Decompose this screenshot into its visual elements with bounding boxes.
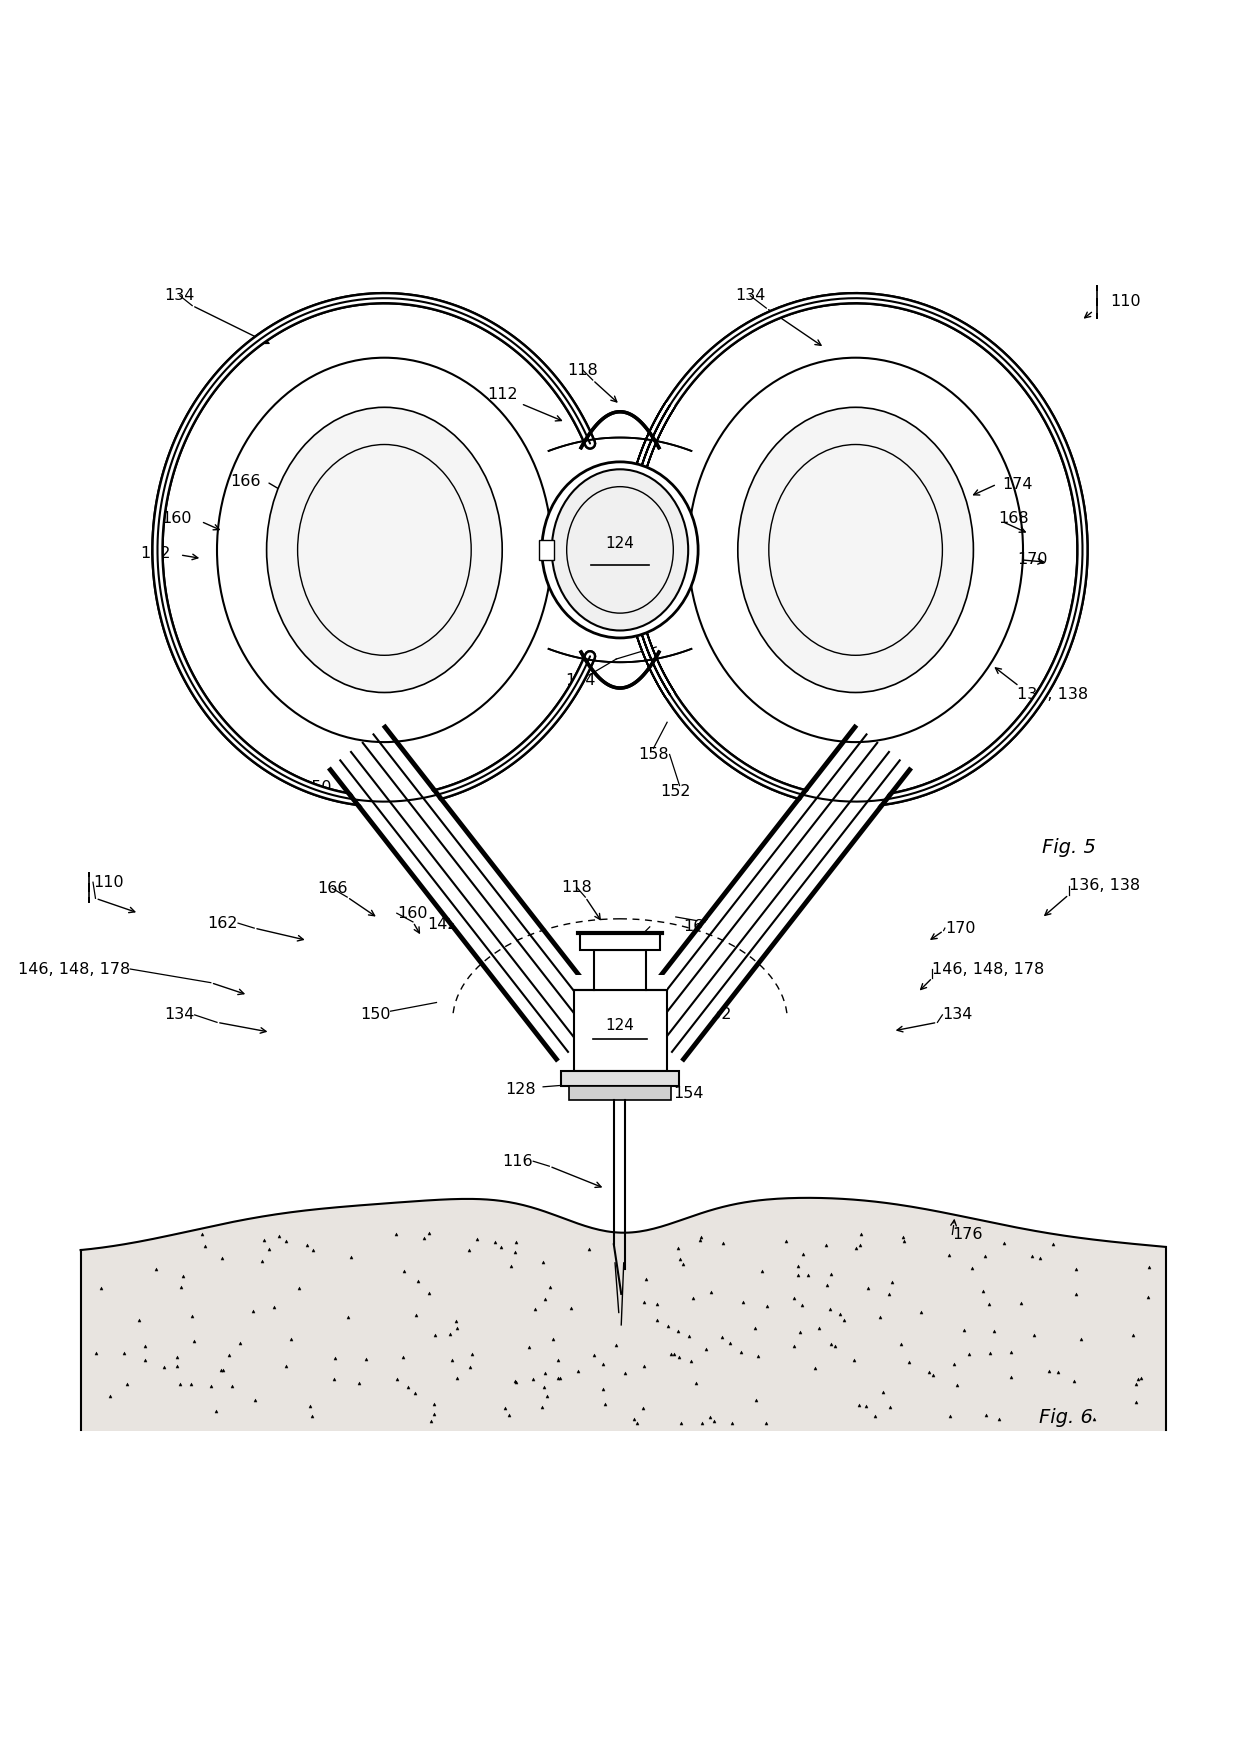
Text: Fig. 5: Fig. 5 [1042, 838, 1095, 857]
Text: 128: 128 [505, 1082, 536, 1096]
Polygon shape [573, 975, 594, 991]
Text: 134: 134 [165, 288, 195, 304]
Text: 152: 152 [702, 1007, 732, 1023]
Text: 170: 170 [1017, 552, 1048, 568]
Text: 118: 118 [568, 362, 598, 378]
Ellipse shape [267, 408, 502, 692]
Text: 170: 170 [945, 921, 976, 935]
Text: 134: 134 [942, 1007, 972, 1023]
Text: 150: 150 [301, 780, 331, 796]
Bar [594, 951, 646, 991]
Text: 154: 154 [565, 673, 595, 687]
Text: 168: 168 [998, 511, 1029, 527]
Text: 146, 148, 178: 146, 148, 178 [17, 961, 130, 977]
Bar [569, 1086, 672, 1100]
Text: 124: 124 [605, 1017, 635, 1033]
Text: 112: 112 [487, 387, 517, 402]
Text: 166: 166 [229, 474, 260, 488]
Text: 134: 134 [735, 288, 765, 304]
Text: 134: 134 [165, 1007, 195, 1023]
Text: 110: 110 [93, 875, 124, 889]
Text: 152: 152 [661, 784, 691, 799]
Text: 160: 160 [161, 511, 192, 527]
Text: 158: 158 [618, 935, 647, 949]
Ellipse shape [542, 462, 698, 638]
Bar [560, 1070, 680, 1086]
Text: 146, 148, 178: 146, 148, 178 [932, 961, 1045, 977]
Polygon shape [331, 727, 610, 1059]
Polygon shape [639, 307, 1073, 792]
Text: 118: 118 [562, 880, 591, 894]
Polygon shape [167, 307, 601, 792]
Polygon shape [630, 727, 909, 1059]
Text: 150: 150 [361, 1007, 391, 1023]
Text: 142: 142 [363, 743, 393, 759]
Text: 168: 168 [683, 919, 713, 935]
Polygon shape [646, 975, 667, 991]
Ellipse shape [552, 469, 688, 631]
Ellipse shape [738, 408, 973, 692]
Text: 176: 176 [952, 1226, 983, 1242]
Text: 136, 138: 136, 138 [1017, 687, 1087, 703]
Text: Fig. 6: Fig. 6 [1039, 1409, 1092, 1427]
Text: 124: 124 [605, 536, 635, 552]
Text: 116: 116 [502, 1154, 533, 1168]
Bar [573, 991, 667, 1070]
Bar [580, 933, 660, 951]
Text: 142: 142 [428, 917, 458, 931]
Text: 174: 174 [1002, 476, 1033, 492]
Text: 136, 138: 136, 138 [1069, 878, 1140, 894]
Text: 162: 162 [140, 546, 171, 560]
Text: 160: 160 [397, 905, 428, 921]
Text: 158: 158 [639, 747, 668, 763]
Text: 166: 166 [317, 880, 347, 896]
Text: 154: 154 [673, 1086, 704, 1100]
Text: 174: 174 [760, 880, 790, 896]
Text: 162: 162 [207, 915, 238, 931]
Bar [539, 539, 554, 560]
Text: 110: 110 [1110, 295, 1141, 309]
Polygon shape [81, 1198, 1166, 1430]
